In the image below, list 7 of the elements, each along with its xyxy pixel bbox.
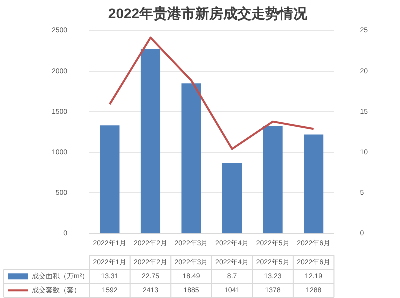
bar bbox=[140, 49, 161, 234]
bar bbox=[304, 134, 324, 234]
chart-title: 2022年贵港市新房成交走势情况 bbox=[108, 5, 309, 22]
bar bbox=[182, 84, 202, 234]
bar bbox=[263, 126, 283, 234]
bar bbox=[222, 163, 242, 234]
bar bbox=[100, 126, 120, 234]
